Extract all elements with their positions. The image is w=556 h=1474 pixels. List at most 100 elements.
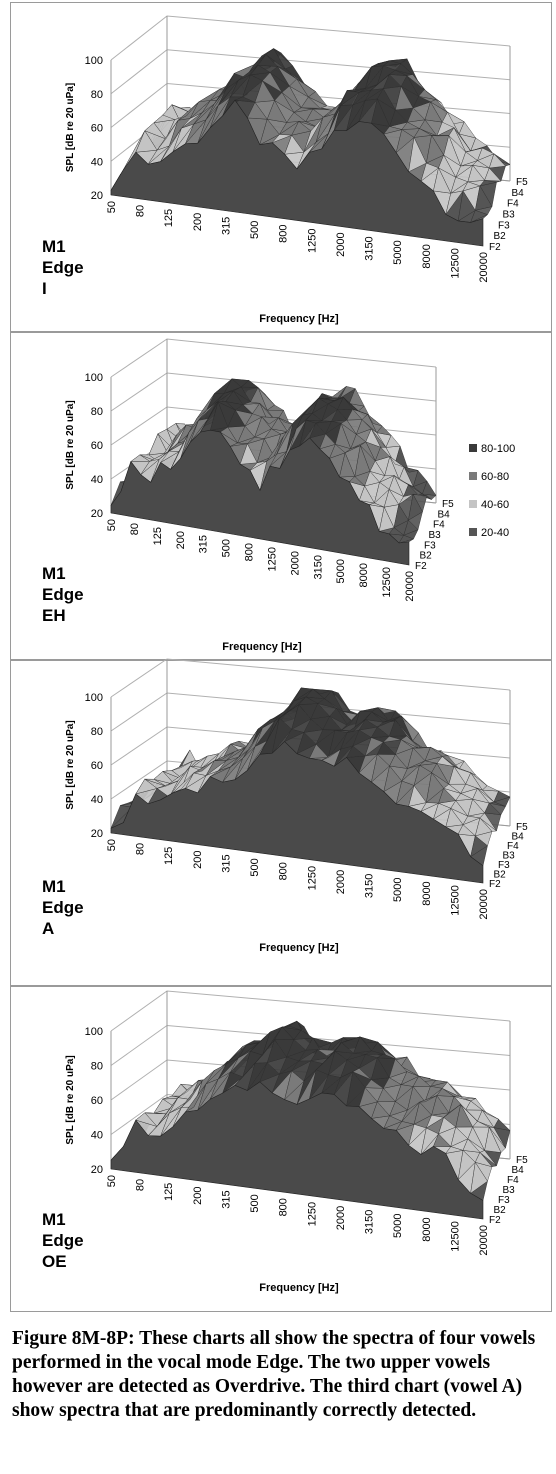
y-tick-label: 40 — [91, 794, 103, 806]
x-tick-label: 80 — [135, 1179, 147, 1191]
surface-facet — [160, 1107, 182, 1137]
surface-facet — [331, 690, 351, 711]
surface-facet — [230, 748, 251, 768]
x-ticks: 50 80 125 200 315 500 800 1250 2000 3150 5000 8000 1… — [106, 839, 490, 920]
surface-facet — [184, 772, 207, 789]
surface-facet — [445, 190, 464, 215]
surface-facet — [431, 1095, 450, 1116]
x-tick-label: 12500 — [449, 248, 461, 279]
surface-facet — [361, 414, 377, 433]
surface-facet — [430, 99, 448, 113]
surface-facet — [276, 422, 294, 455]
surface-facet — [426, 134, 444, 164]
surface-facet — [369, 460, 386, 476]
gridline — [110, 990, 511, 1032]
surface-facet — [408, 493, 423, 521]
surface-facet — [222, 1071, 244, 1094]
surface-facet — [321, 1074, 342, 1094]
surface-facet — [334, 1042, 355, 1054]
x-tick-label: 5000 — [392, 240, 404, 264]
surface-facet — [352, 408, 368, 415]
surface-facet — [358, 98, 378, 122]
surface-facet — [420, 1127, 439, 1156]
surface-facet — [448, 766, 467, 785]
surface-facet — [324, 397, 341, 399]
x-tick-label: 80 — [135, 843, 147, 855]
surface-facet — [358, 1087, 378, 1107]
surface-facet — [353, 66, 372, 92]
legend: 80-100 60-80 40-60 20-40 — [469, 443, 515, 539]
surface-facet — [259, 717, 280, 755]
x-tick-label: 200 — [192, 851, 204, 869]
x-tick-label: 800 — [278, 862, 290, 880]
chart-4-title-line-2: Edge — [42, 1231, 84, 1250]
surface-facet — [322, 715, 343, 731]
surface-facet — [156, 780, 179, 789]
surface-facet — [367, 414, 383, 427]
surface-facet — [388, 527, 405, 536]
surface-facet — [371, 1101, 390, 1119]
surface-facet — [244, 413, 263, 427]
surface — [110, 687, 511, 884]
surface-facet — [382, 74, 402, 89]
surface-facet — [481, 785, 499, 792]
surface-facet — [309, 743, 329, 759]
y-tick-label: 80 — [91, 89, 103, 101]
x-tick-label: 2000 — [289, 551, 301, 575]
surface-facet — [438, 787, 457, 804]
surface-facet — [407, 107, 426, 123]
surface-front — [110, 429, 410, 566]
surface-facet — [460, 1104, 478, 1122]
surface-front — [110, 741, 484, 884]
surface-facet — [343, 397, 359, 412]
surface-facet — [354, 444, 371, 477]
surface-facet — [431, 762, 450, 785]
surface-facet — [352, 1068, 372, 1080]
surface-facet — [374, 481, 390, 504]
y-axis-title: SPL [dB re 20 uPa] — [65, 400, 76, 489]
surface-facet — [234, 746, 256, 780]
surface-facet — [335, 422, 352, 450]
surface — [110, 1020, 511, 1220]
surface — [110, 48, 511, 247]
surface-facet — [475, 185, 493, 211]
surface-facet — [359, 84, 378, 93]
surface-facet — [436, 756, 455, 767]
z-tick-label: B3 — [503, 210, 516, 221]
surface-facet — [426, 772, 444, 804]
surface-facet — [257, 54, 279, 67]
surface-facet — [321, 403, 338, 422]
gridline — [110, 15, 511, 61]
surface-facet — [197, 105, 219, 144]
surface-facet — [230, 74, 251, 98]
surface-facet — [148, 145, 170, 165]
surface-facet — [302, 398, 319, 416]
surface-facet — [315, 420, 332, 424]
x-tick-label: 12500 — [449, 885, 461, 916]
surface-facet — [408, 1124, 427, 1146]
z-tick-label: F4 — [433, 520, 445, 531]
surface-facet — [238, 1042, 259, 1059]
surface-facet — [303, 718, 324, 733]
x-tick-label: 500 — [249, 858, 261, 876]
surface-facet — [160, 450, 180, 463]
surface-facet — [455, 793, 474, 801]
surface-facet — [309, 1069, 329, 1100]
surface-facet — [329, 708, 349, 726]
chart-1-title-line-1: M1 — [42, 237, 66, 256]
surface-facet — [144, 778, 166, 787]
surface-facet — [230, 1051, 251, 1073]
surface-facet — [453, 766, 471, 773]
x-tick-label: 315 — [198, 535, 210, 553]
surface-facet — [465, 147, 483, 153]
surface-facet — [144, 1112, 166, 1115]
x-tick-label: 125 — [163, 209, 175, 227]
surface-facet — [284, 1070, 305, 1101]
surface-facet — [278, 417, 295, 425]
x-tick-label: 800 — [278, 225, 290, 243]
chart-2-title: M1 Edge EH — [42, 563, 84, 626]
x-tick-label: 3150 — [364, 236, 376, 260]
surface-facet — [467, 798, 485, 817]
surface-facet — [156, 120, 179, 151]
